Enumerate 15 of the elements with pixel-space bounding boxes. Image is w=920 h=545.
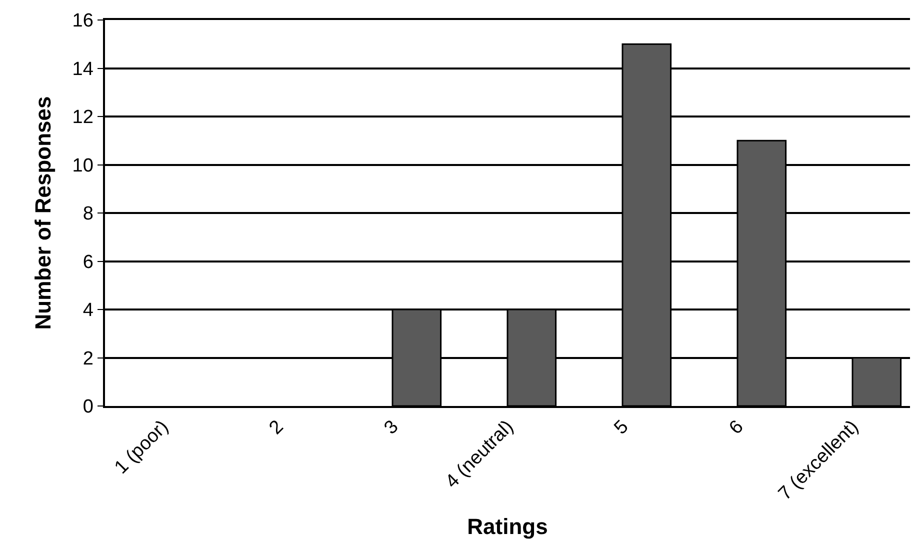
x-tick-label: 6 [725, 416, 748, 439]
y-tick-label: 8 [82, 204, 94, 225]
y-tick-label: 12 [72, 107, 94, 128]
x-axis-title: Ratings [467, 514, 548, 539]
y-tick-label: 2 [82, 348, 94, 370]
x-tick-label: 2 [265, 416, 288, 439]
x-tick-label: 5 [610, 416, 633, 439]
y-axis-title: Number of Responses [30, 96, 56, 330]
y-tick-label: 6 [82, 252, 94, 273]
y-tick-label: 10 [72, 155, 94, 176]
y-tick-label: 0 [82, 396, 94, 418]
x-tick-label: 3 [380, 416, 403, 439]
y-tick-label: 14 [72, 58, 94, 80]
y-tick-label: 16 [72, 10, 94, 32]
y-tick-label: 4 [82, 300, 94, 322]
